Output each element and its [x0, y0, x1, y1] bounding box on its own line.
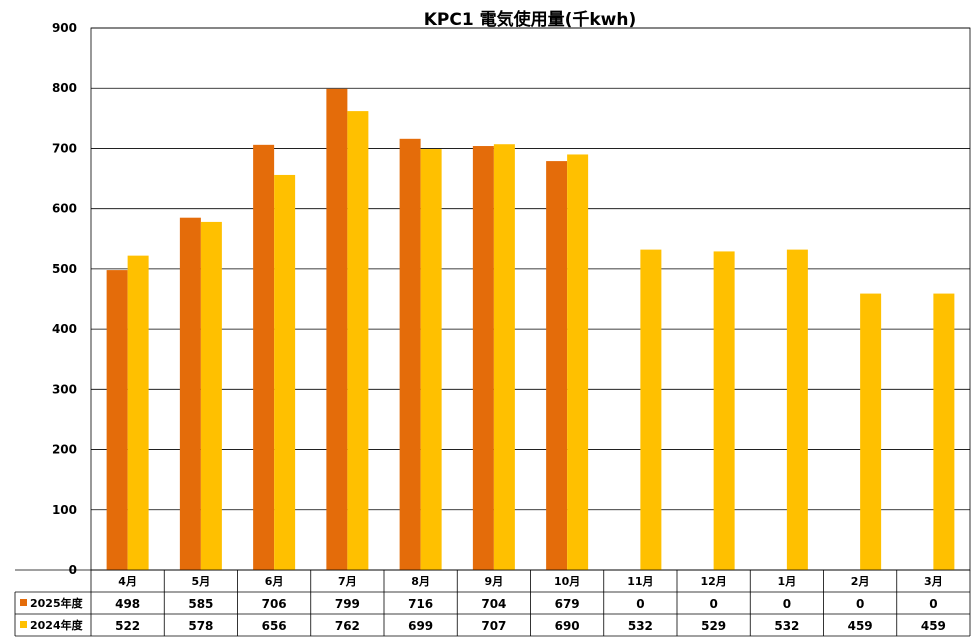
table-cell: 0 — [929, 597, 937, 611]
y-tick-label: 400 — [52, 322, 77, 336]
table-cell: 690 — [555, 619, 580, 633]
bar-series1 — [179, 217, 201, 570]
y-tick-label: 300 — [52, 382, 77, 396]
bar-series1 — [546, 161, 568, 570]
table-cell: 498 — [115, 597, 140, 611]
bar-series2 — [933, 293, 955, 570]
category-label: 8月 — [411, 575, 430, 588]
category-label: 2月 — [851, 575, 870, 588]
bar-series2 — [786, 249, 808, 570]
y-tick-label: 800 — [52, 81, 77, 95]
bar-series2 — [200, 221, 222, 570]
table-cell: 0 — [709, 597, 717, 611]
y-tick-label: 900 — [52, 21, 77, 35]
table-cell: 459 — [921, 619, 946, 633]
table-cell: 706 — [262, 597, 287, 611]
y-tick-label: 600 — [52, 202, 77, 216]
bar-series1 — [399, 138, 421, 570]
legend-label: 2024年度 — [30, 618, 84, 632]
table-cell: 699 — [408, 619, 433, 633]
bar-series2 — [127, 255, 149, 570]
category-label: 10月 — [554, 575, 580, 588]
y-tick-label: 700 — [52, 141, 77, 155]
legend-label: 2025年度 — [30, 596, 84, 610]
table-cell: 707 — [481, 619, 506, 633]
category-label: 3月 — [924, 575, 943, 588]
y-tick-label: 100 — [52, 503, 77, 517]
table-cell: 459 — [848, 619, 873, 633]
bar-series2 — [420, 149, 442, 570]
table-cell: 704 — [481, 597, 506, 611]
category-label: 5月 — [192, 575, 211, 588]
bar-series2 — [860, 293, 882, 570]
bar-series2 — [567, 154, 589, 570]
chart-title: KPC1 電気使用量(千kwh) — [424, 9, 637, 30]
bar-series2 — [274, 174, 296, 571]
bar-series1 — [253, 144, 275, 570]
category-label: 6月 — [265, 575, 284, 588]
table-cell: 522 — [115, 619, 140, 633]
gridlines — [90, 27, 971, 571]
bar-series2 — [713, 251, 735, 570]
category-label: 4月 — [118, 575, 137, 588]
bar-series2 — [347, 111, 369, 571]
table-cell: 0 — [636, 597, 644, 611]
plot-area-border — [90, 27, 971, 571]
data-table: 4月 5月 6月 7月 8月 9月 10月 11月 12月 1月 2月 3月 2025年度 498 585 7… — [14, 569, 971, 637]
table-cell: 679 — [555, 597, 580, 611]
table-cell: 532 — [774, 619, 799, 633]
category-label: 9月 — [485, 575, 504, 588]
table-cell: 716 — [408, 597, 433, 611]
bar-series1 — [472, 146, 494, 570]
bar-series2 — [493, 144, 515, 570]
category-label: 1月 — [778, 575, 797, 588]
category-label: 7月 — [338, 575, 357, 588]
legend-swatch — [20, 599, 27, 606]
table-cell: 578 — [188, 619, 213, 633]
table-cell: 656 — [262, 619, 287, 633]
bar-series1 — [326, 88, 348, 570]
legend-swatch — [20, 621, 27, 628]
y-tick-label: 500 — [52, 262, 77, 276]
table-cell: 799 — [335, 597, 360, 611]
y-tick-label: 200 — [52, 443, 77, 457]
table-cell: 529 — [701, 619, 726, 633]
category-label: 12月 — [700, 575, 726, 588]
table-cell: 762 — [335, 619, 360, 633]
table-cell: 0 — [856, 597, 864, 611]
table-cell: 532 — [628, 619, 653, 633]
category-label: 11月 — [627, 575, 653, 588]
bars — [106, 88, 955, 571]
table-cell: 0 — [783, 597, 791, 611]
bar-series1 — [106, 270, 128, 570]
bar-series2 — [640, 249, 662, 570]
table-cell: 585 — [188, 597, 213, 611]
